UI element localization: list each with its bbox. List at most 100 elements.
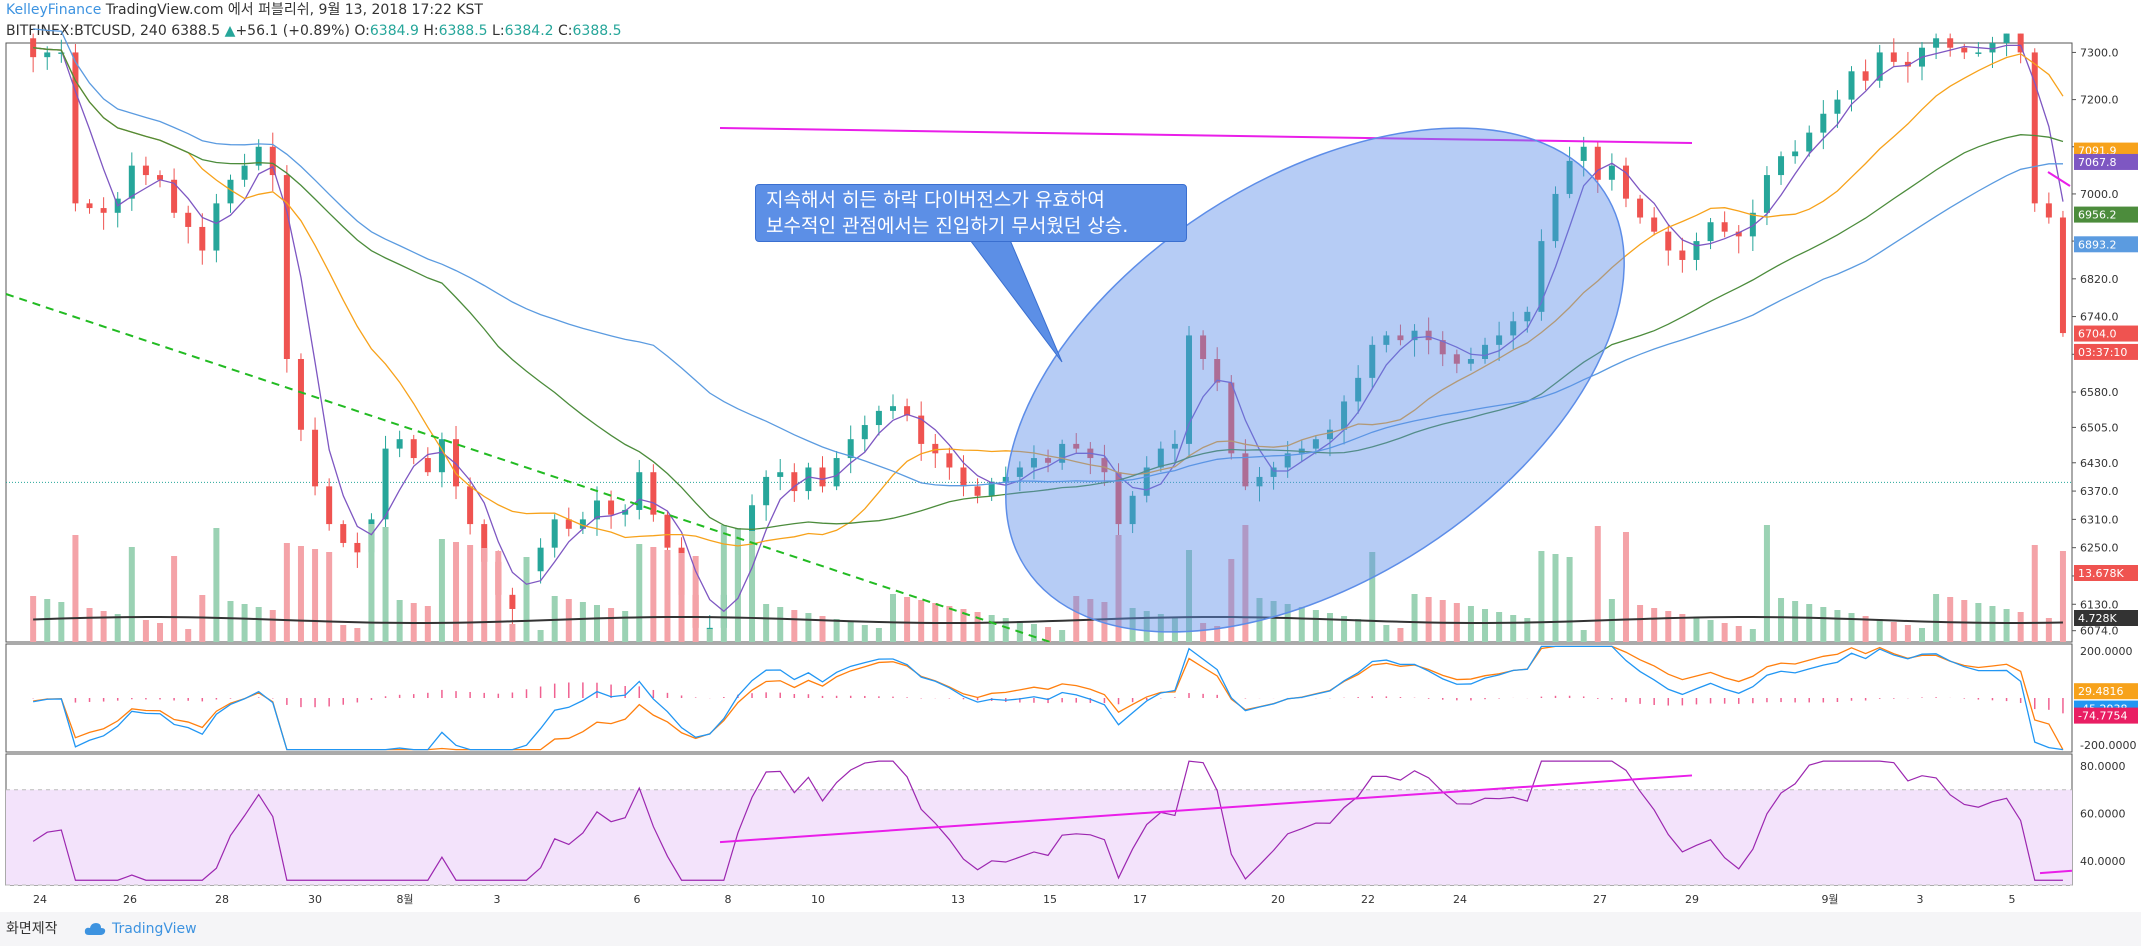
volume-bar bbox=[791, 610, 798, 642]
volume-bar bbox=[1961, 600, 1968, 642]
volume-bar bbox=[1171, 617, 1178, 642]
chart-canvas[interactable]: 7300.07200.07100.07000.06900.06820.06740… bbox=[0, 0, 2141, 912]
volume-bar bbox=[1002, 618, 1009, 642]
x-tick-label: 27 bbox=[1593, 893, 1607, 906]
candle-body bbox=[509, 594, 516, 609]
candle-body bbox=[1482, 344, 1489, 360]
volume-bar bbox=[1496, 612, 1503, 642]
volume-bar bbox=[509, 624, 516, 642]
volume-bar bbox=[608, 608, 615, 642]
volume-bar bbox=[128, 547, 135, 642]
candle-body bbox=[974, 486, 981, 496]
volume-bar bbox=[114, 614, 121, 642]
x-tick-label: 8 bbox=[725, 893, 732, 906]
candle-body bbox=[1707, 222, 1714, 242]
tradingview-label: TradingView bbox=[112, 921, 197, 937]
candle-body bbox=[1862, 71, 1869, 81]
candle-body bbox=[453, 439, 460, 487]
up-arrow-icon: ▲ bbox=[224, 23, 236, 39]
candle-body bbox=[904, 406, 911, 416]
candle-body bbox=[1665, 231, 1672, 251]
axis-price-badge-label: 6956.2 bbox=[2078, 209, 2117, 222]
axis-price-badge bbox=[2074, 236, 2138, 253]
candle-body bbox=[1538, 241, 1545, 312]
volume-bar bbox=[889, 594, 896, 642]
volume-bar bbox=[1524, 618, 1531, 642]
low-label: L: bbox=[492, 23, 505, 39]
volume-bar bbox=[622, 611, 629, 642]
volume-bar bbox=[1862, 616, 1869, 642]
candle-body bbox=[988, 481, 995, 496]
price-change: +56.1 (+0.89%) bbox=[235, 23, 350, 39]
volume-bar bbox=[1806, 604, 1813, 642]
volume-bar bbox=[255, 607, 262, 642]
candle-body bbox=[297, 359, 304, 430]
publish-text: TradingView.com 에서 퍼블리쉬, 9월 13, 2018 17:… bbox=[105, 2, 483, 18]
volume-bar bbox=[875, 628, 882, 642]
x-tick-label: 20 bbox=[1271, 893, 1285, 906]
candle-body bbox=[1848, 71, 1855, 100]
symbol-label: BITFINEX:BTCUSD, 240 bbox=[6, 23, 167, 39]
macd-line bbox=[33, 645, 2064, 751]
candle-body bbox=[382, 448, 389, 520]
axis-price-badge bbox=[2074, 206, 2138, 223]
x-tick-label: 13 bbox=[951, 893, 965, 906]
annotation-callout[interactable]: 지속해서 히든 하락 다이버전스가 유효하여 보수적인 관점에서는 진입하기 무… bbox=[755, 184, 1187, 242]
candle-body bbox=[1890, 52, 1897, 62]
volume-bar bbox=[467, 545, 474, 642]
candle-body bbox=[1270, 467, 1277, 477]
volume-bar bbox=[918, 600, 925, 642]
volume-bar bbox=[1439, 600, 1446, 642]
candle-body bbox=[551, 519, 558, 548]
candle-body bbox=[269, 146, 276, 176]
candle-body bbox=[1763, 175, 1770, 213]
volume-bar bbox=[960, 609, 967, 642]
candle-body bbox=[2045, 203, 2052, 218]
axis-price-badge-label: 6893.2 bbox=[2078, 238, 2117, 251]
volume-bar bbox=[946, 606, 953, 642]
low-value: 6384.2 bbox=[504, 23, 554, 39]
candle-body bbox=[1284, 453, 1291, 468]
high-value: 6388.5 bbox=[438, 23, 488, 39]
candle-body bbox=[579, 519, 586, 529]
candle-body bbox=[1834, 99, 1841, 114]
rsi-tick-label: 80.0000 bbox=[2080, 760, 2126, 773]
rsi-tick-label: 40.0000 bbox=[2080, 855, 2126, 868]
volume-bar bbox=[1679, 614, 1686, 642]
candle-body bbox=[1876, 52, 1883, 81]
candle-body bbox=[1030, 458, 1037, 468]
volume-bar bbox=[904, 597, 911, 642]
candle-body bbox=[1073, 443, 1080, 449]
volume-bar bbox=[988, 615, 995, 642]
price-tick-label: 6820.0 bbox=[2080, 273, 2119, 286]
x-tick-label: 26 bbox=[123, 893, 137, 906]
rsi-tick-label: 60.0000 bbox=[2080, 808, 2126, 821]
rsi-divergence-line bbox=[719, 774, 1693, 844]
volume-bar bbox=[453, 542, 460, 642]
x-tick-label: 29 bbox=[1685, 893, 1699, 906]
tradingview-link[interactable]: TradingView bbox=[84, 912, 197, 946]
rsi-line bbox=[32, 760, 2063, 881]
volume-bar bbox=[1073, 596, 1080, 642]
axis-price-badge-label: 03:37:10 bbox=[2078, 346, 2127, 359]
volume-bar bbox=[1721, 623, 1728, 642]
volume-bar bbox=[1045, 627, 1052, 642]
candle-body bbox=[1947, 38, 1954, 48]
candle-body bbox=[354, 542, 361, 553]
x-tick-label: 9월 bbox=[1821, 893, 1838, 906]
brand-link[interactable]: KelleyFinance bbox=[6, 2, 102, 18]
volume-bar bbox=[1989, 606, 1996, 642]
price-tick-label: 6505.0 bbox=[2080, 421, 2119, 434]
last-price: 6388.5 bbox=[171, 23, 221, 39]
candle-body bbox=[1496, 335, 1503, 345]
volume-bar bbox=[227, 601, 234, 642]
ma-orange-line bbox=[33, 47, 2064, 547]
volume-bar bbox=[2059, 551, 2066, 642]
candle-body bbox=[819, 467, 826, 487]
candle-body bbox=[1242, 453, 1249, 487]
candle-body bbox=[424, 458, 431, 473]
volume-bar bbox=[1792, 601, 1799, 642]
volume-bar bbox=[1186, 550, 1193, 642]
short-trendline bbox=[2047, 171, 2071, 187]
volume-bar bbox=[1707, 620, 1714, 642]
